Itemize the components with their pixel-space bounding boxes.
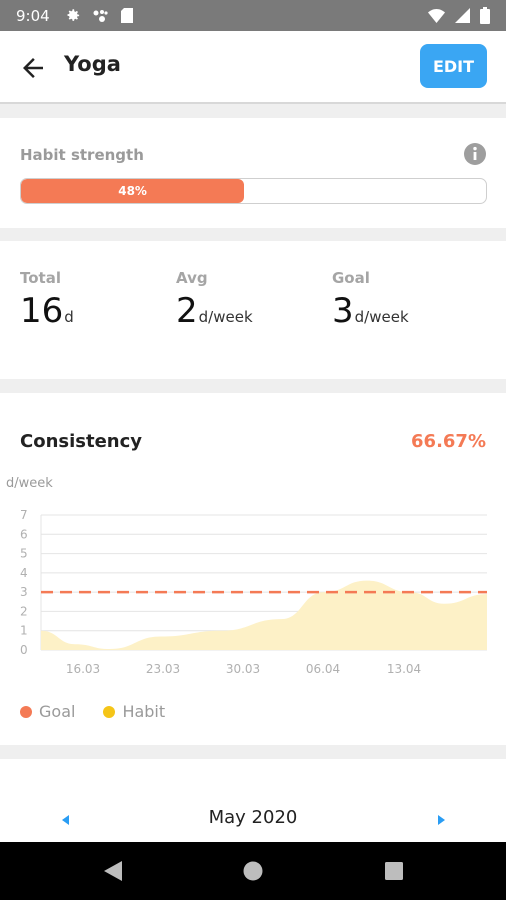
nav-recents-icon[interactable] [383, 860, 405, 882]
stat-goal: Goal 3d/week [332, 269, 409, 331]
wifi-icon [428, 8, 445, 23]
assistant-icon [93, 9, 109, 23]
stat-goal-unit: d/week [354, 308, 409, 326]
chart-y-tick-label: 5 [20, 547, 28, 561]
legend-habit-dot [103, 705, 116, 718]
chart-x-tick-label: 06.04 [306, 662, 340, 676]
next-month-icon[interactable] [432, 811, 450, 829]
signal-icon [455, 8, 470, 23]
stat-total-unit: d [64, 308, 74, 326]
battery-icon [480, 7, 490, 24]
status-bar: 9:04 [0, 0, 506, 31]
calendar-card: May 2020 [0, 759, 506, 842]
legend-goal-label: Goal [39, 702, 76, 721]
chart-y-tick-label: 2 [20, 604, 28, 618]
legend-goal[interactable]: Goal [20, 702, 75, 721]
chart-x-tick-label: 23.03 [146, 662, 180, 676]
stat-total: Total 16d [20, 269, 74, 331]
stat-total-label: Total [20, 269, 61, 287]
stat-avg-unit: d/week [198, 308, 253, 326]
habit-strength-card: Habit strength 48% [0, 118, 506, 228]
gear-icon [66, 8, 81, 23]
chart-y-axis-label: d/week [6, 476, 53, 491]
habit-strength-label: Habit strength [20, 146, 144, 164]
chart-y-tick-label: 7 [20, 508, 28, 522]
stat-avg-value: 2 [176, 291, 198, 331]
edit-button[interactable]: EDIT [420, 44, 487, 88]
consistency-title: Consistency [20, 431, 143, 452]
status-time: 9:04 [16, 6, 50, 25]
sim-card-icon [120, 8, 133, 23]
stat-avg-label: Avg [176, 269, 208, 287]
legend-habit-label: Habit [122, 702, 166, 721]
chart-habit-area [41, 580, 487, 650]
legend-goal-dot [20, 705, 32, 718]
app-bar: Yoga EDIT [0, 31, 506, 104]
calendar-month-title: May 2020 [208, 807, 298, 828]
chart-x-tick-label: 16.03 [66, 662, 100, 676]
chart-x-tick-label: 13.04 [387, 662, 421, 676]
page-title: Yoga [64, 52, 121, 76]
chart-legend: Goal Habit [20, 702, 165, 721]
back-arrow-icon[interactable] [18, 53, 48, 83]
nav-home-icon[interactable] [242, 860, 264, 882]
navigation-bar [0, 842, 506, 900]
chart-y-tick-label: 6 [20, 527, 28, 541]
chart-y-tick-label: 1 [20, 624, 28, 638]
stat-avg: Avg 2d/week [176, 269, 253, 331]
info-icon[interactable] [463, 142, 487, 166]
chart-y-tick-label: 4 [20, 566, 28, 580]
stat-goal-label: Goal [332, 269, 370, 287]
legend-habit[interactable]: Habit [103, 702, 165, 721]
stats-card: Total 16d Avg 2d/week Goal 3d/week [0, 241, 506, 379]
consistency-percent: 66.67% [411, 431, 486, 452]
chart-y-tick-label: 3 [20, 585, 28, 599]
previous-month-icon[interactable] [57, 811, 75, 829]
chart-x-tick-label: 30.03 [226, 662, 260, 676]
stat-goal-value: 3 [332, 291, 354, 331]
consistency-chart: d/week 0 1 2 3 4 5 6 7 16.03 23.03 30.03 06.04 13.04 [6, 476, 487, 676]
stat-total-value: 16 [20, 291, 64, 331]
habit-strength-fill [21, 179, 245, 203]
consistency-card: Consistency 66.67% d/week 0 1 2 3 4 5 6 7 16.03 23… [0, 393, 506, 745]
nav-back-icon[interactable] [102, 860, 124, 882]
habit-strength-percent: 48% [118, 184, 147, 198]
chart-y-tick-label: 0 [20, 643, 28, 657]
habit-strength-bar: 48% [20, 178, 487, 204]
